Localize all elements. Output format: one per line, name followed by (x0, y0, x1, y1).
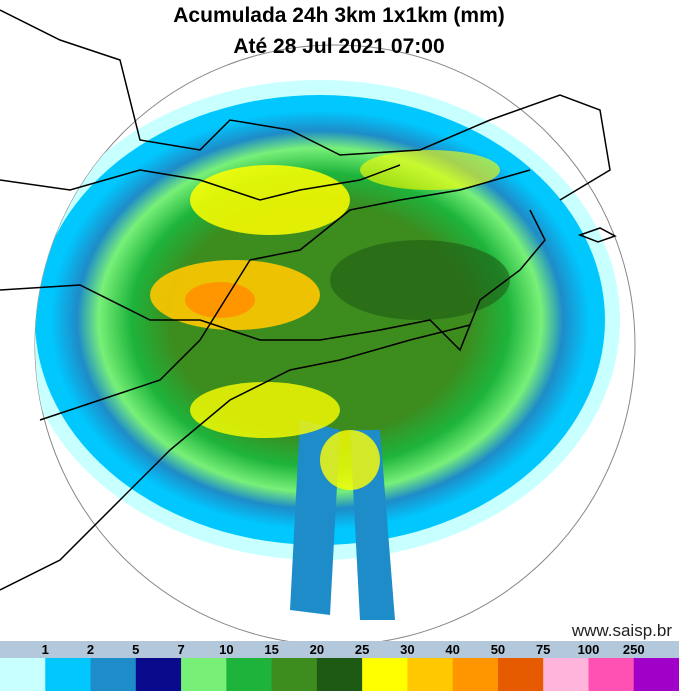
legend-label: 10 (219, 642, 233, 657)
legend-label: 5 (132, 642, 139, 657)
legend: 1 2 5 7 10 15 20 25 30 40 50 75 100 250 (0, 642, 679, 691)
legend-swatch (407, 658, 454, 691)
subtitle: Até 28 Jul 2021 07:00 (233, 35, 444, 58)
legend-swatch (226, 658, 273, 691)
legend-swatch (452, 658, 499, 691)
legend-swatch (90, 658, 137, 691)
legend-label: 2 (87, 642, 94, 657)
borders (0, 9, 617, 591)
legend-label: 20 (310, 642, 324, 657)
legend-label: 1 (42, 642, 49, 657)
legend-swatch (362, 658, 408, 691)
legend-swatch (633, 658, 679, 691)
legend-label: 7 (177, 642, 184, 657)
legend-swatch (181, 658, 227, 691)
legend-swatch (0, 658, 46, 691)
legend-label: 15 (264, 642, 278, 657)
legend-label: 250 (623, 642, 645, 657)
legend-label: 75 (536, 642, 550, 657)
legend-label: 40 (445, 642, 459, 657)
legend-swatch (45, 658, 92, 691)
title: Acumulada 24h 3km 1x1km (mm) (173, 4, 504, 27)
legend-swatch (588, 658, 635, 691)
legend-swatch (316, 658, 363, 691)
legend-swatch (271, 658, 318, 691)
legend-label: 100 (578, 642, 600, 657)
legend-label: 25 (355, 642, 369, 657)
legend-swatch (497, 658, 544, 691)
legend-label-band (0, 641, 679, 658)
legend-label: 50 (491, 642, 505, 657)
radar-echo (34, 44, 636, 646)
legend-swatch (543, 658, 589, 691)
watermark: www.saisp.br (571, 621, 672, 640)
legend-swatch (135, 658, 182, 691)
legend-label: 30 (400, 642, 414, 657)
